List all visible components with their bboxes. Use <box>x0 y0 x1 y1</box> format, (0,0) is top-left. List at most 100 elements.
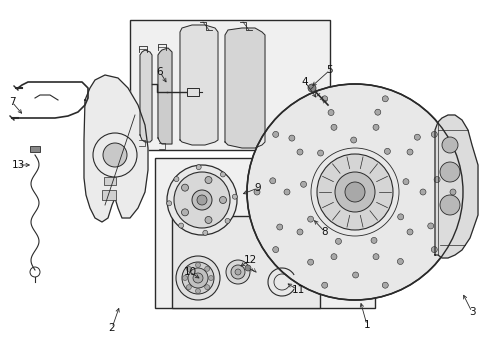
Circle shape <box>225 260 249 284</box>
Circle shape <box>195 262 200 267</box>
Circle shape <box>321 282 327 288</box>
Circle shape <box>397 258 403 265</box>
Polygon shape <box>84 75 148 222</box>
Circle shape <box>272 247 278 253</box>
Text: 9: 9 <box>254 183 261 193</box>
Circle shape <box>288 135 294 141</box>
Circle shape <box>330 254 336 260</box>
Circle shape <box>224 219 229 224</box>
Circle shape <box>187 268 207 288</box>
Circle shape <box>203 230 207 235</box>
Text: 8: 8 <box>321 227 327 237</box>
Circle shape <box>350 137 356 143</box>
Circle shape <box>327 109 333 116</box>
Circle shape <box>330 124 336 130</box>
Circle shape <box>197 195 206 205</box>
Circle shape <box>449 189 455 195</box>
Circle shape <box>166 201 171 206</box>
Circle shape <box>439 162 459 182</box>
Circle shape <box>307 216 313 222</box>
Circle shape <box>195 288 200 293</box>
Circle shape <box>167 165 237 235</box>
Circle shape <box>413 134 420 140</box>
Circle shape <box>300 181 306 187</box>
Bar <box>102 190 116 200</box>
Circle shape <box>276 224 282 230</box>
Polygon shape <box>158 48 172 144</box>
Circle shape <box>384 148 389 154</box>
Circle shape <box>178 223 183 228</box>
Circle shape <box>186 266 191 271</box>
Circle shape <box>441 137 457 153</box>
Text: 1: 1 <box>363 320 369 330</box>
Circle shape <box>321 96 327 102</box>
Circle shape <box>182 275 187 280</box>
Circle shape <box>316 154 392 230</box>
Circle shape <box>220 172 225 177</box>
Circle shape <box>246 84 462 300</box>
Circle shape <box>419 189 425 195</box>
Circle shape <box>382 96 387 102</box>
Circle shape <box>196 165 201 170</box>
Circle shape <box>192 190 212 210</box>
Bar <box>104 177 116 185</box>
Circle shape <box>430 247 436 253</box>
Circle shape <box>307 84 315 92</box>
Circle shape <box>204 216 212 224</box>
Circle shape <box>272 131 278 138</box>
Bar <box>130 20 329 150</box>
Text: 3: 3 <box>468 307 474 317</box>
Text: 6: 6 <box>156 67 163 77</box>
Circle shape <box>370 237 376 243</box>
Circle shape <box>193 273 203 283</box>
Circle shape <box>181 184 188 191</box>
Circle shape <box>402 179 408 185</box>
Text: 11: 11 <box>291 285 304 295</box>
Circle shape <box>427 223 433 229</box>
Circle shape <box>174 177 179 181</box>
Circle shape <box>176 256 220 300</box>
Circle shape <box>433 177 439 183</box>
Circle shape <box>345 182 364 202</box>
Circle shape <box>204 285 209 290</box>
Circle shape <box>208 275 213 280</box>
Circle shape <box>406 229 412 235</box>
Circle shape <box>334 172 374 212</box>
Circle shape <box>182 262 214 294</box>
Circle shape <box>186 285 191 290</box>
Text: 2: 2 <box>108 323 115 333</box>
Circle shape <box>284 189 289 195</box>
Circle shape <box>382 282 387 288</box>
Circle shape <box>397 214 403 220</box>
Text: 5: 5 <box>326 65 333 75</box>
Circle shape <box>430 131 436 138</box>
Polygon shape <box>140 50 152 142</box>
Circle shape <box>317 150 323 156</box>
Circle shape <box>232 194 237 199</box>
Text: 12: 12 <box>243 255 256 265</box>
Circle shape <box>103 143 127 167</box>
Text: 10: 10 <box>183 267 196 277</box>
Circle shape <box>374 109 380 115</box>
Circle shape <box>204 176 212 184</box>
Bar <box>30 146 40 152</box>
Circle shape <box>439 195 459 215</box>
Circle shape <box>253 189 260 195</box>
Circle shape <box>230 265 244 279</box>
Circle shape <box>269 178 275 184</box>
Polygon shape <box>224 28 264 148</box>
Circle shape <box>235 269 241 275</box>
Circle shape <box>219 197 226 203</box>
Circle shape <box>296 229 303 235</box>
Circle shape <box>372 254 378 260</box>
Circle shape <box>307 259 313 265</box>
Circle shape <box>335 238 341 244</box>
Text: 13: 13 <box>11 160 24 170</box>
Text: 7: 7 <box>9 97 15 107</box>
Bar <box>172 216 319 308</box>
Bar <box>155 158 374 308</box>
Circle shape <box>174 172 229 228</box>
Circle shape <box>181 209 188 216</box>
Circle shape <box>406 149 412 155</box>
Circle shape <box>352 272 358 278</box>
